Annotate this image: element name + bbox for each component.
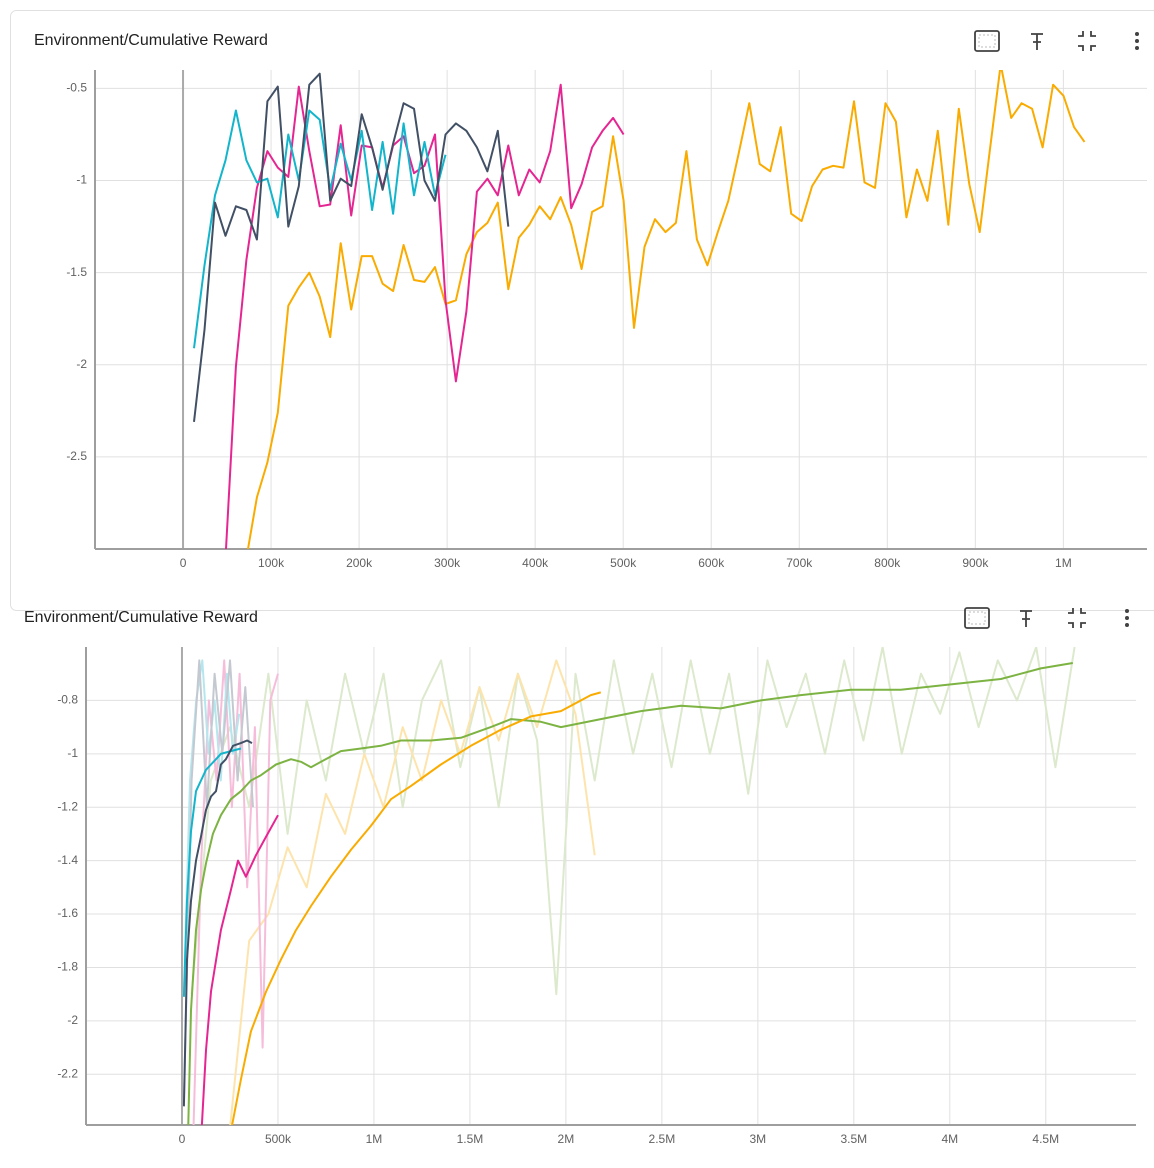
more-button[interactable] bbox=[1135, 32, 1139, 50]
series-line bbox=[193, 72, 510, 423]
x-tick-label: 500k bbox=[265, 1132, 292, 1146]
toolbar bbox=[974, 30, 1139, 52]
chart-title: Environment/Cumulative Reward bbox=[34, 32, 268, 49]
y-tick-label: -0.5 bbox=[66, 81, 87, 95]
x-tick-label: 1M bbox=[366, 1132, 383, 1146]
x-tick-label: 3M bbox=[750, 1132, 767, 1146]
x-tick-label: 500k bbox=[610, 556, 637, 570]
y-tick-label: -1.5 bbox=[66, 265, 87, 279]
pin-button[interactable] bbox=[1020, 610, 1032, 627]
collapse-button[interactable] bbox=[1068, 608, 1086, 628]
y-tick-label: -1 bbox=[76, 173, 87, 187]
toolbar bbox=[964, 607, 1129, 629]
fit-domain-button[interactable] bbox=[964, 607, 990, 629]
chart-title: Environment/Cumulative Reward bbox=[24, 609, 258, 626]
x-tick-label: 4.5M bbox=[1032, 1132, 1059, 1146]
y-tick-label: -2.2 bbox=[57, 1066, 78, 1080]
more-button[interactable] bbox=[1125, 609, 1129, 627]
y-tick-label: -2 bbox=[76, 357, 87, 371]
plot-lines bbox=[182, 647, 1076, 1125]
y-tick-label: -1.2 bbox=[57, 799, 78, 813]
x-tick-label: 600k bbox=[698, 556, 725, 570]
pin-button[interactable] bbox=[1031, 33, 1043, 50]
y-tick-label: -0.8 bbox=[57, 693, 78, 707]
x-tick-label: 0 bbox=[179, 1132, 186, 1146]
x-tick-label: 800k bbox=[874, 556, 901, 570]
x-tick-label: 2M bbox=[558, 1132, 575, 1146]
x-tick-label: 1.5M bbox=[457, 1132, 484, 1146]
series-line bbox=[246, 70, 1086, 549]
y-tick-label: -2 bbox=[67, 1013, 78, 1027]
x-tick-label: 900k bbox=[962, 556, 989, 570]
series-line bbox=[182, 739, 253, 1107]
y-tick-label: -1 bbox=[67, 746, 78, 760]
card bbox=[10, 10, 1154, 611]
series-line bbox=[231, 691, 602, 1125]
x-tick-label: 200k bbox=[346, 556, 373, 570]
x-tick-label: 700k bbox=[786, 556, 813, 570]
y-tick-label: -1.4 bbox=[57, 853, 78, 867]
x-tick-label: 0 bbox=[180, 556, 187, 570]
y-tick-label: -1.6 bbox=[57, 906, 78, 920]
x-tick-label: 4M bbox=[941, 1132, 958, 1146]
series-line bbox=[182, 747, 242, 997]
series-line bbox=[200, 814, 279, 1125]
chart: -2.2 -2 -1.8 -1.6 -1.4 -1.2 -1 -0.8 0 500k 1M 1.5M 2… bbox=[57, 647, 1136, 1146]
fit-domain-button[interactable] bbox=[974, 30, 1000, 52]
x-tick-label: 1M bbox=[1055, 556, 1072, 570]
y-tick-label: -2.5 bbox=[66, 449, 87, 463]
series-line bbox=[193, 109, 447, 349]
series-line bbox=[229, 659, 596, 1125]
x-tick-label: 300k bbox=[434, 556, 461, 570]
collapse-button[interactable] bbox=[1078, 31, 1096, 51]
series-line bbox=[187, 662, 1073, 1125]
plot-lines bbox=[193, 70, 1086, 549]
x-tick-label: 400k bbox=[522, 556, 549, 570]
chart: -2.5 -2 -1.5 -1 -0.5 0 100k 200k 300k 400k 500k 600… bbox=[66, 70, 1147, 570]
series-line bbox=[190, 647, 1076, 996]
series-line bbox=[182, 659, 254, 1102]
x-tick-label: 2.5M bbox=[649, 1132, 676, 1146]
x-tick-label: 100k bbox=[258, 556, 285, 570]
y-tick-label: -1.8 bbox=[57, 960, 78, 974]
x-tick-label: 3.5M bbox=[840, 1132, 867, 1146]
